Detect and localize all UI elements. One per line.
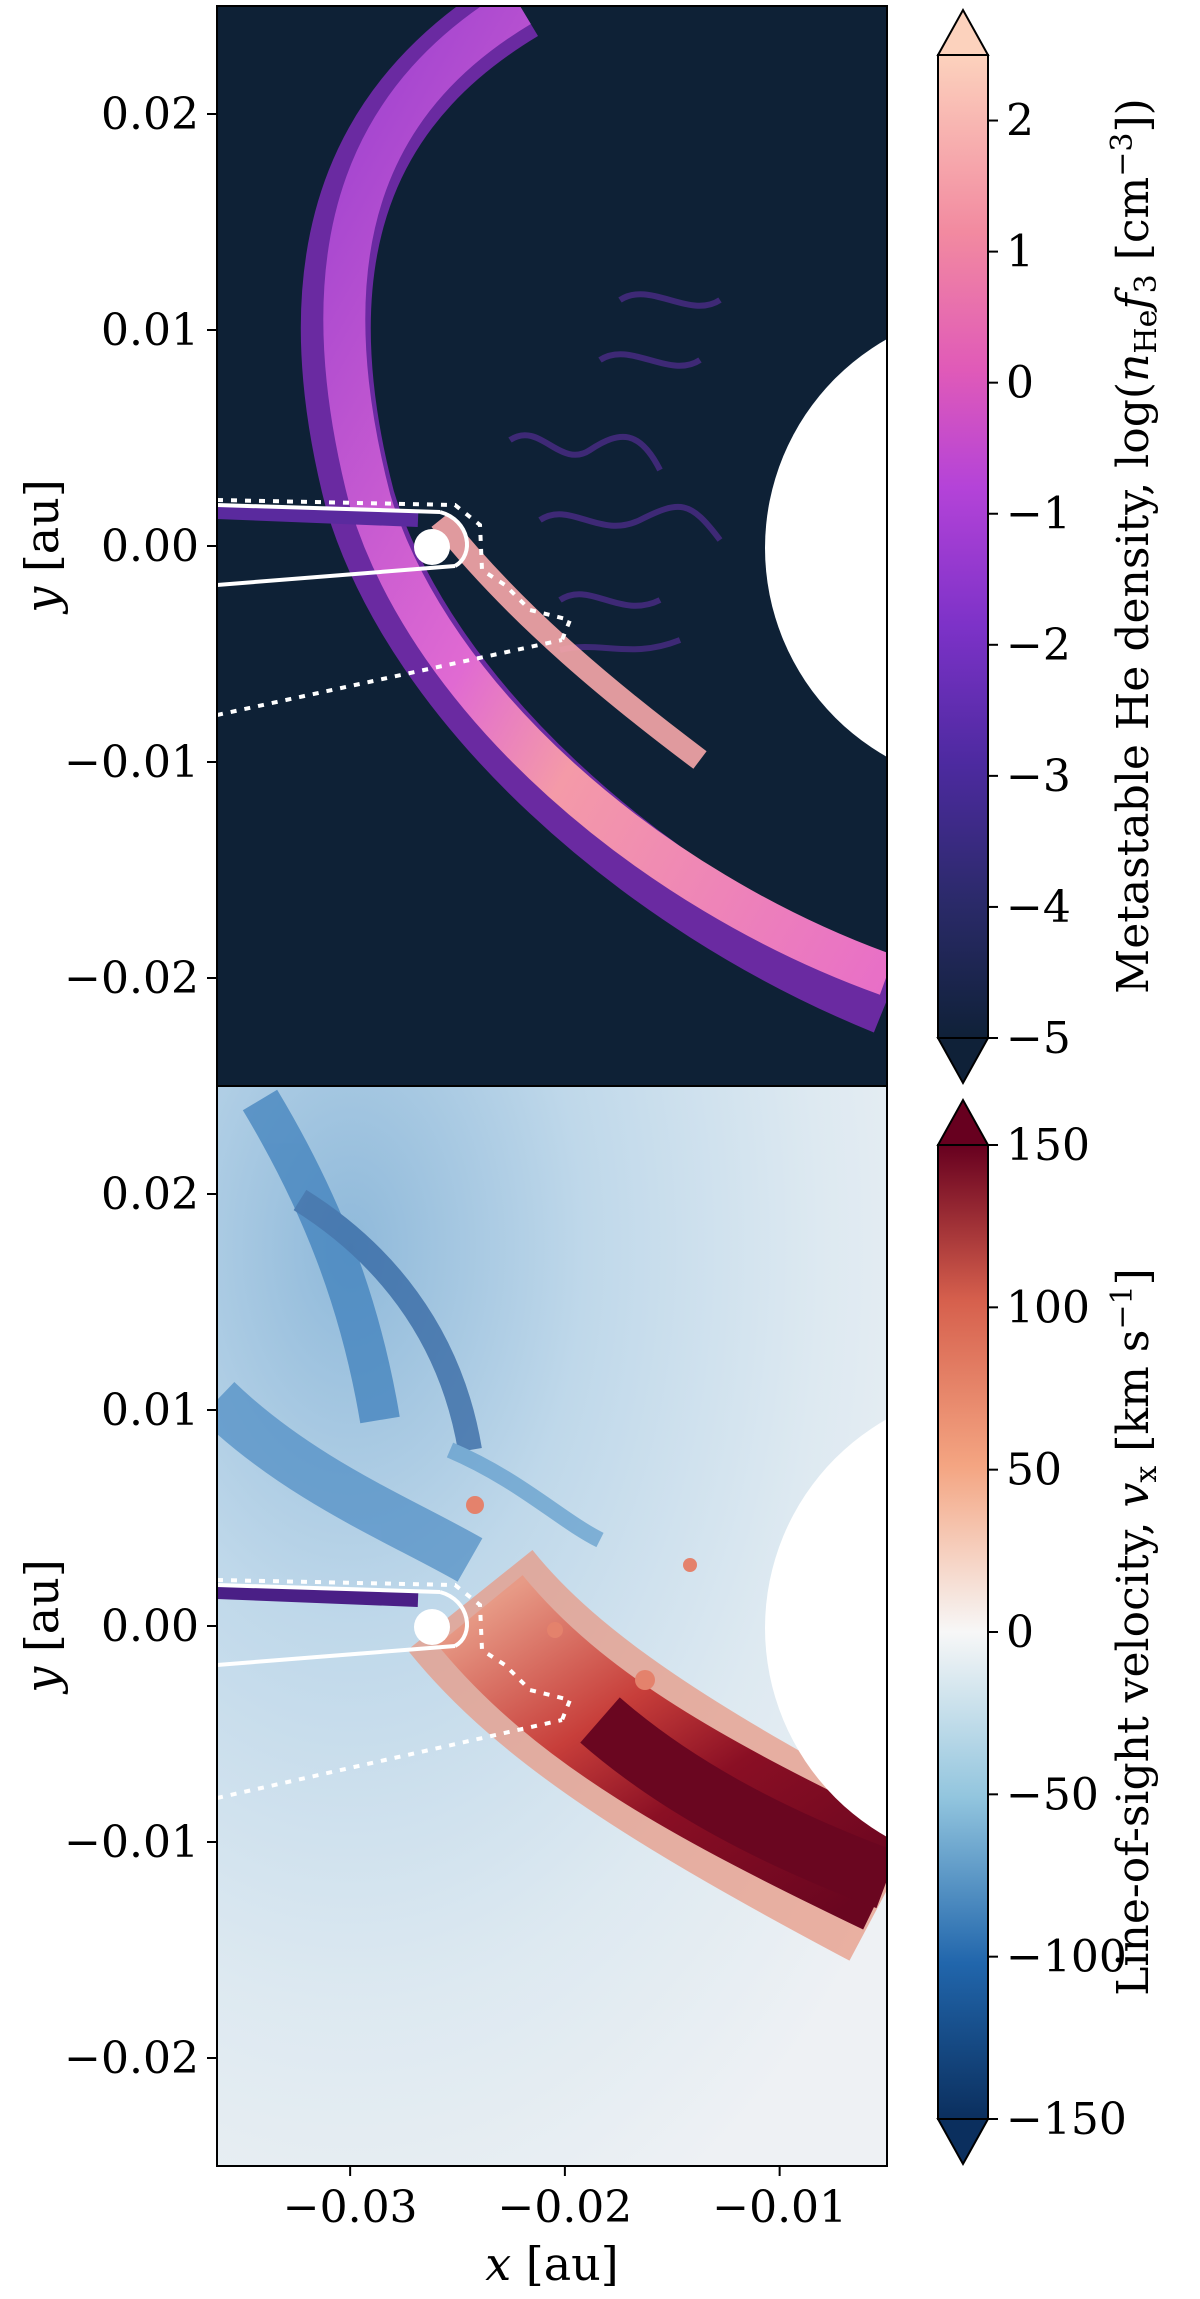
bottom-star	[765, 1419, 887, 1837]
x-tick-label: −0.03	[283, 2182, 418, 2233]
colorbar-tick-label: −150	[1006, 2094, 1127, 2145]
colorbar-tick-label: 50	[1006, 1445, 1062, 1496]
top-wisps	[508, 291, 723, 653]
colorbar-tick-label: −50	[1006, 1769, 1099, 1820]
bottom-x-axis: −0.03 −0.02 −0.01	[283, 2166, 847, 2233]
top-star	[765, 339, 887, 757]
bottom-heatmap	[217, 1086, 887, 2166]
y-tick-label: 0.01	[101, 305, 199, 356]
y-tick-label: 0.01	[101, 1385, 199, 1436]
bottom-planet-tail	[217, 1578, 573, 1800]
top-colorbar-label: Metastable He density, log(nHef3 [cm−3])	[1105, 98, 1164, 994]
colorbar-tick-label: 2	[1006, 96, 1034, 147]
colorbar-tick-label: 1	[1006, 227, 1034, 278]
top-colorbar-body	[937, 54, 989, 1039]
bottom-blue-features	[217, 1089, 604, 1582]
y-tick-label: 0.02	[101, 89, 199, 140]
bottom-colorbar-extend-low	[936, 2118, 990, 2167]
top-colorbar-ticks: −5 −4 −3 −2 −1 0 1 2	[988, 96, 1071, 1064]
top-ring-bright	[431, 513, 707, 769]
colorbar-tick-label: 100	[1006, 1282, 1090, 1333]
colorbar-tick-label: −2	[1006, 620, 1071, 671]
colorbar-tick-label: −5	[1006, 1013, 1071, 1064]
top-colorbar: −5 −4 −3 −2 −1 0 1 2 Metastable He density, log…	[936, 7, 1164, 1086]
bottom-colorbar-body	[937, 1144, 989, 2120]
colorbar-tick-label: 150	[1006, 1120, 1090, 1171]
colorbar-tick-label: −1	[1006, 489, 1071, 540]
top-y-axis-label: y [au]	[15, 479, 69, 615]
y-tick-label: −0.02	[64, 2033, 199, 2084]
bottom-x-axis-label: x [au]	[485, 2237, 619, 2291]
colorbar-tick-label: −100	[1006, 1932, 1127, 1983]
top-heatmap	[217, 6, 887, 1086]
top-panel: 0.02 0.01 0.00 −0.01 −0.02 y [au]	[15, 5, 888, 1087]
bottom-red-core	[580, 1697, 887, 1909]
bottom-y-axis: 0.02 0.01 0.00 −0.01 −0.02	[64, 1169, 217, 2084]
top-planet-tail	[217, 498, 573, 717]
y-tick-label: 0.00	[101, 521, 199, 572]
top-colorbar-extend-low	[936, 1037, 990, 1086]
bottom-panel: 0.02 0.01 0.00 −0.01 −0.02 −0.03 −0.02 −0.01 y…	[15, 1085, 888, 2291]
colorbar-tick-label: −4	[1006, 882, 1071, 933]
bottom-colorbar: −150 −100 −50 0 50 100 150 Line-of-sight veloc…	[936, 1097, 1164, 2167]
x-tick-label: −0.01	[712, 2182, 847, 2233]
y-tick-label: −0.02	[64, 953, 199, 1004]
y-tick-label: 0.02	[101, 1169, 199, 1220]
top-colorbar-extend-high	[936, 7, 990, 56]
colorbar-tick-label: 0	[1006, 358, 1034, 409]
y-tick-label: −0.01	[64, 737, 199, 788]
x-tick-label: −0.02	[497, 2182, 632, 2233]
bottom-red-blobs	[466, 1496, 697, 1690]
colorbar-tick-label: 0	[1006, 1607, 1034, 1658]
bottom-colorbar-extend-high	[936, 1097, 990, 1146]
top-y-axis: 0.02 0.01 0.00 −0.01 −0.02	[64, 89, 217, 1004]
y-tick-label: −0.01	[64, 1817, 199, 1868]
y-tick-label: 0.00	[101, 1601, 199, 1652]
colorbar-tick-label: −3	[1006, 751, 1071, 802]
bottom-colorbar-ticks: −150 −100 −50 0 50 100 150	[988, 1120, 1127, 2145]
bottom-colorbar-label: Line-of-sight velocity, vx [km s−1]	[1105, 1268, 1164, 1996]
bottom-y-axis-label: y [au]	[15, 1559, 69, 1695]
